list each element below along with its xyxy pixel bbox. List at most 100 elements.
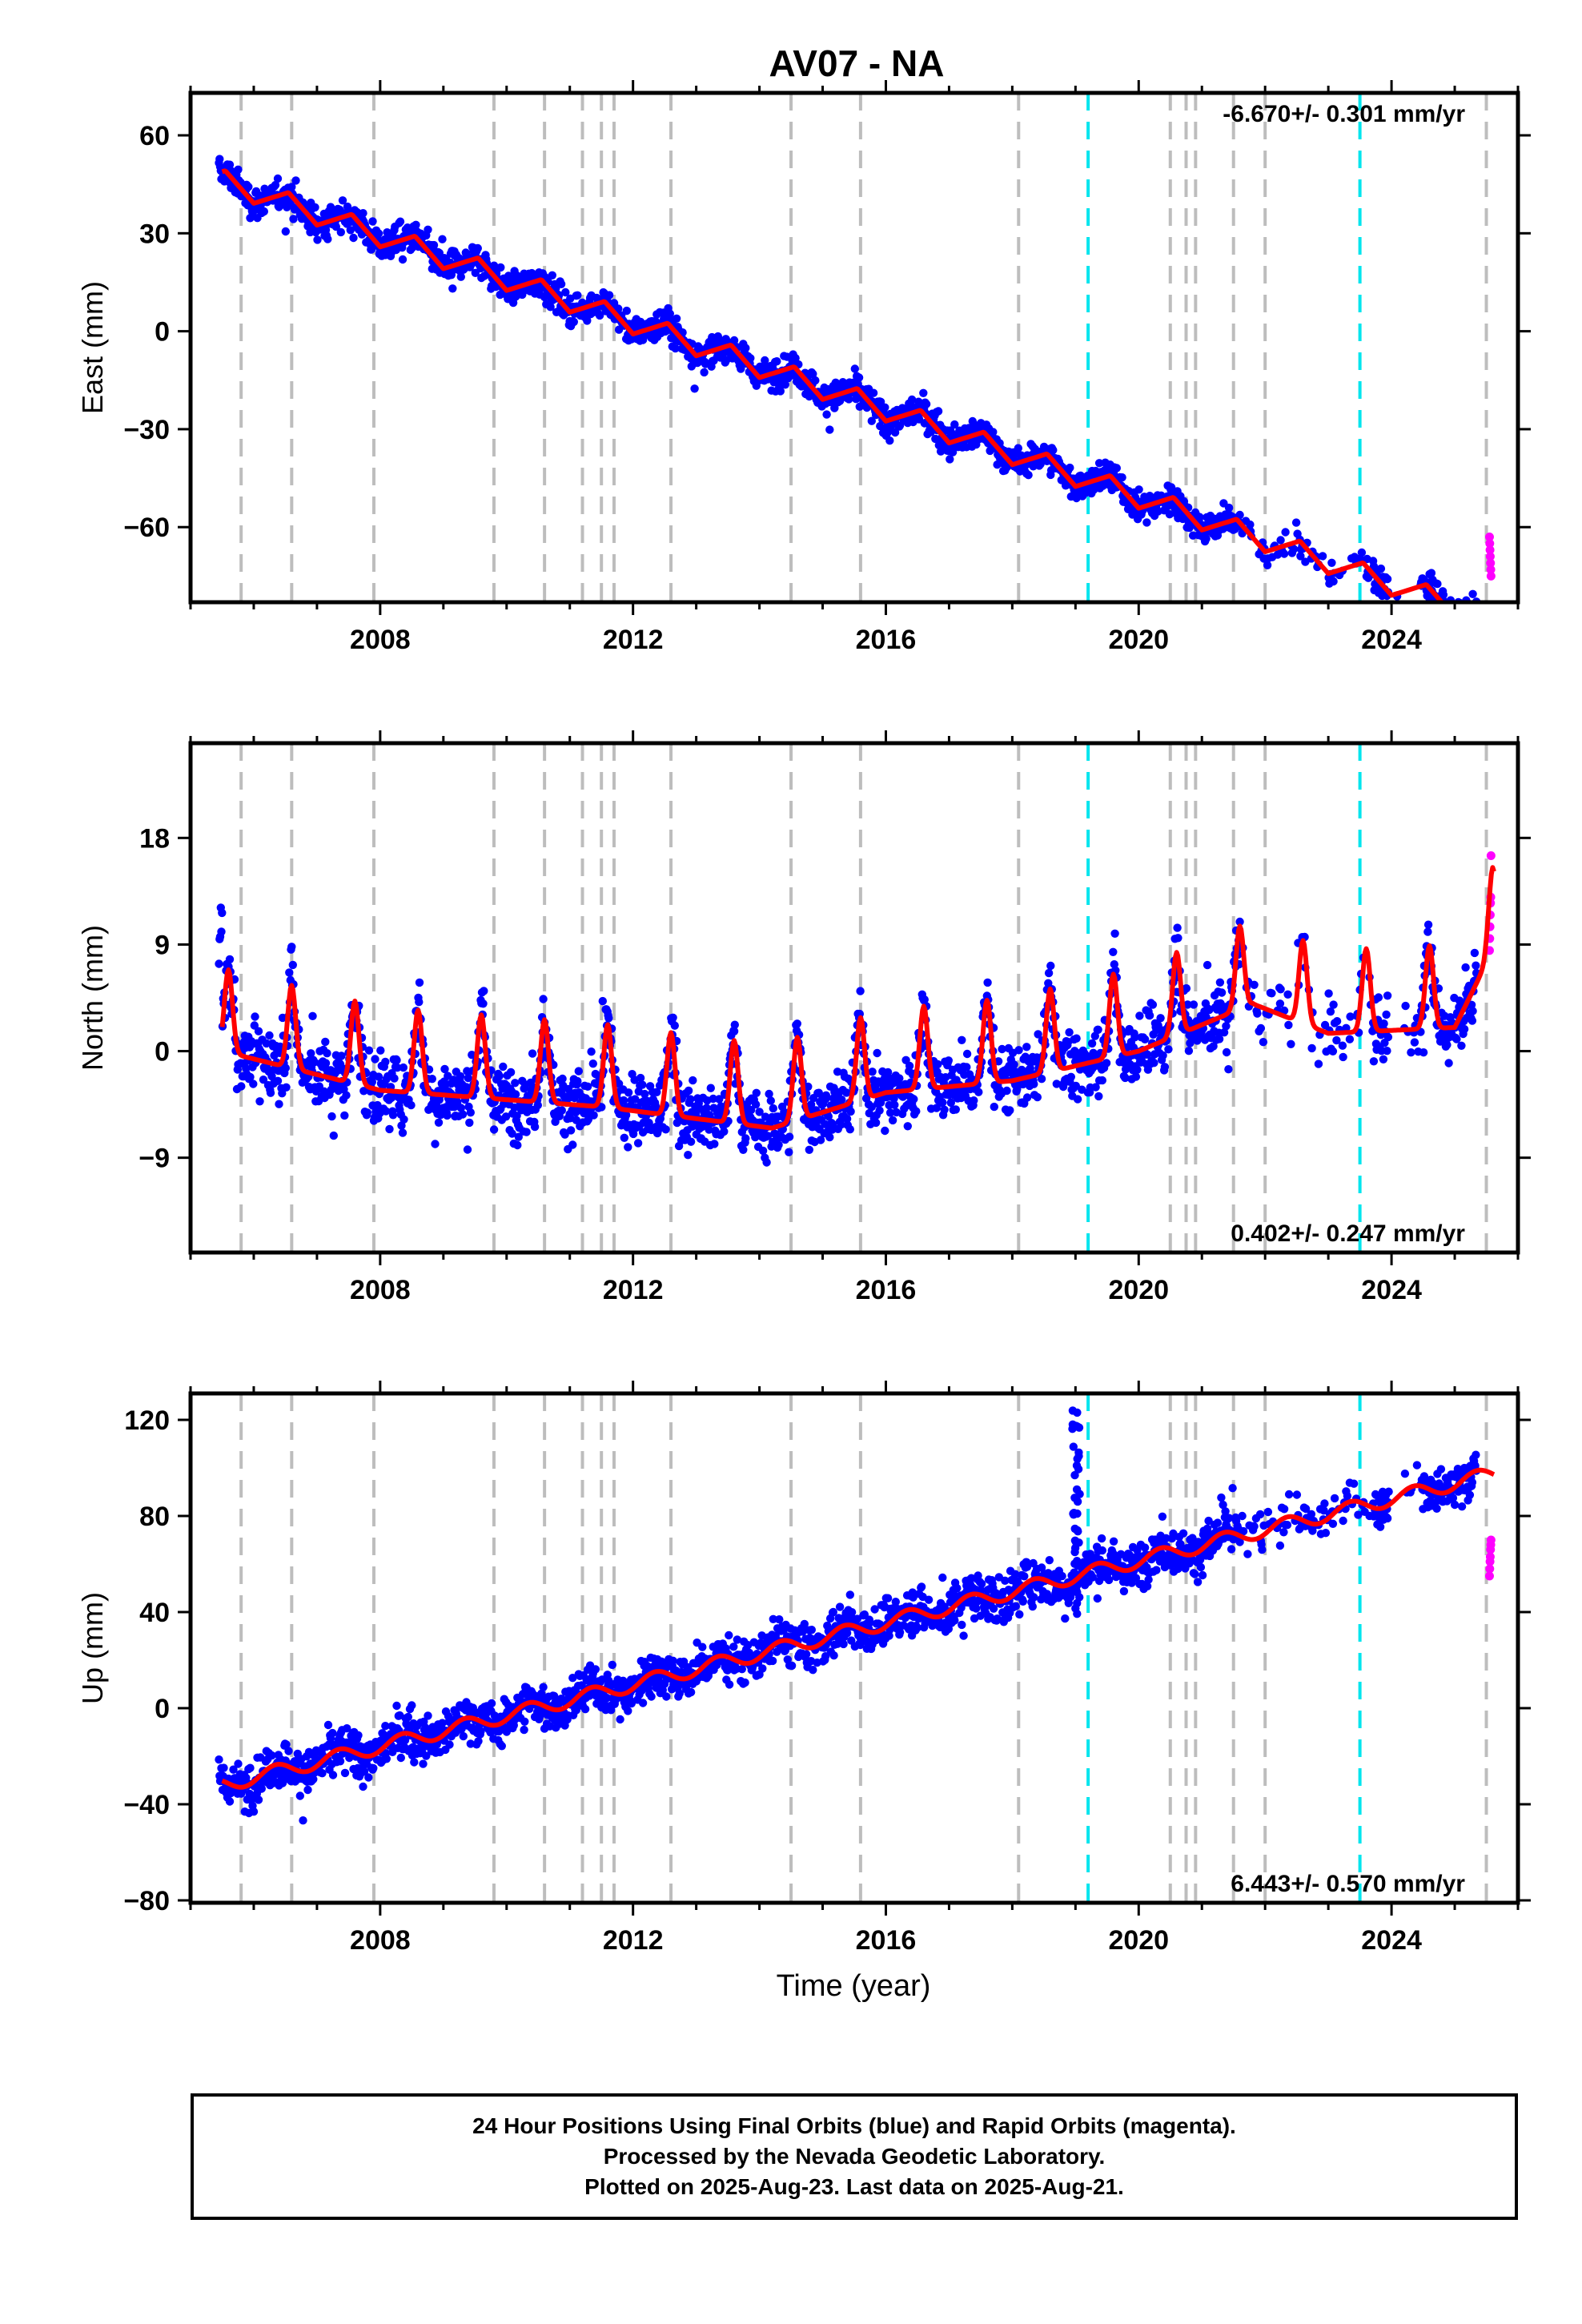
data-point: [624, 1143, 632, 1152]
data-point: [1183, 1000, 1192, 1009]
data-point: [1165, 510, 1174, 519]
data-point: [619, 1096, 628, 1105]
data-point: [513, 1140, 522, 1150]
data-point: [1410, 1038, 1419, 1047]
data-point: [614, 304, 623, 313]
data-point: [1148, 1000, 1158, 1009]
y-tick-label: 60: [139, 121, 170, 151]
data-point: [709, 1094, 717, 1104]
data-point: [392, 1701, 401, 1711]
data-point: [998, 1044, 1006, 1054]
data-point: [580, 1705, 590, 1714]
data-point: [453, 1097, 462, 1107]
data-point: [407, 1100, 416, 1110]
x-tick-label: 2012: [603, 625, 664, 655]
data-point: [1130, 1033, 1139, 1042]
data-point: [867, 416, 877, 425]
data-point: [588, 1059, 597, 1068]
data-point: [459, 1731, 468, 1741]
east-rate-label: -6.670+/- 0.301 mm/yr: [1223, 101, 1465, 127]
data-point: [396, 1753, 405, 1763]
data-point: [281, 227, 290, 236]
data-point: [398, 1128, 408, 1137]
y-tick-label: 9: [155, 930, 170, 960]
data-point: [702, 1104, 711, 1112]
data-point: [1383, 1032, 1393, 1042]
data-point: [1046, 961, 1055, 971]
data-point: [934, 1059, 942, 1069]
data-point: [881, 1126, 889, 1136]
data-point: [1345, 1035, 1355, 1043]
data-point: [390, 1074, 399, 1083]
data-point: [883, 1068, 893, 1077]
data-point: [1217, 988, 1227, 997]
data-point: [215, 1755, 223, 1764]
data-point: [1471, 613, 1479, 621]
data-point: [1472, 608, 1480, 616]
data-point: [307, 1049, 315, 1058]
data-point: [1006, 1106, 1014, 1115]
data-point: [686, 1687, 696, 1697]
y-tick-label: −30: [123, 415, 170, 445]
data-point: [1433, 579, 1442, 589]
rapid-orbit-point: [1486, 851, 1496, 861]
data-point: [1052, 1080, 1062, 1088]
data-point: [684, 1086, 693, 1096]
data-point: [1142, 518, 1151, 527]
data-point: [669, 1013, 677, 1023]
data-point: [1431, 603, 1439, 611]
data-point: [811, 376, 820, 385]
data-point: [282, 1083, 291, 1092]
data-point: [1449, 627, 1457, 635]
data-point: [456, 272, 465, 281]
data-point: [1467, 608, 1475, 616]
data-point: [284, 1747, 293, 1755]
data-point: [1307, 1043, 1316, 1053]
data-point: [267, 1072, 276, 1081]
data-point: [561, 287, 570, 297]
data-point: [1182, 984, 1191, 993]
data-point: [1379, 1019, 1388, 1028]
data-point: [337, 1051, 346, 1060]
data-point: [725, 1680, 734, 1689]
data-point: [415, 978, 424, 987]
data-point: [624, 1707, 632, 1715]
x-tick-label: 2020: [1108, 625, 1169, 655]
data-point: [842, 1114, 852, 1124]
data-point: [773, 357, 781, 366]
data-point: [729, 1027, 739, 1036]
data-point: [809, 369, 817, 379]
data-point: [1072, 1034, 1081, 1043]
data-point: [343, 202, 352, 211]
y-tick-label: 30: [139, 219, 170, 249]
data-point: [518, 290, 527, 300]
data-point: [1235, 510, 1244, 520]
data-point: [456, 1104, 465, 1112]
data-point: [572, 1116, 580, 1124]
data-point: [804, 1082, 813, 1092]
data-point: [785, 1148, 793, 1156]
data-point: [249, 1807, 259, 1816]
data-point: [250, 1021, 259, 1030]
data-point: [741, 344, 750, 352]
data-point: [1465, 613, 1473, 621]
data-point: [1246, 520, 1255, 529]
plot-frame: [188, 741, 1520, 1255]
data-point: [431, 1140, 440, 1148]
data-point: [1094, 1092, 1103, 1101]
data-point: [1291, 518, 1301, 527]
x-tick-label: 2016: [856, 1275, 917, 1305]
data-point: [1044, 968, 1054, 978]
data-point: [259, 1076, 268, 1084]
data-point: [429, 240, 439, 250]
data-point: [934, 407, 943, 416]
x-tick-label: 2016: [856, 625, 917, 655]
data-point: [514, 1132, 523, 1141]
data-point: [308, 1011, 317, 1021]
data-point: [234, 1759, 243, 1768]
data-point: [249, 1080, 258, 1088]
data-point: [1463, 611, 1471, 619]
data-point: [873, 1048, 881, 1058]
data-point: [557, 1106, 566, 1115]
data-point: [1024, 471, 1033, 480]
